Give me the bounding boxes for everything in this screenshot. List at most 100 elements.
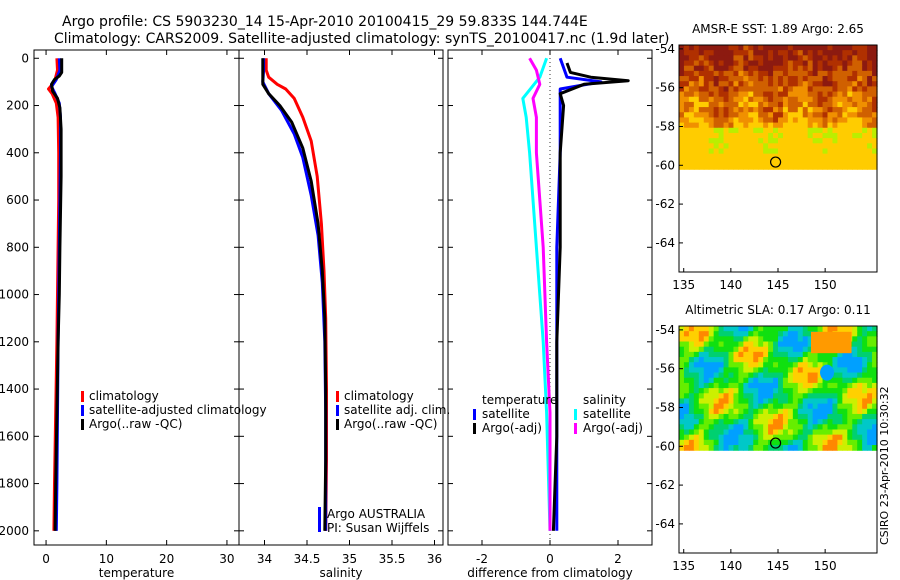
sla_map-cell xyxy=(713,351,720,358)
sst_map-cell xyxy=(713,65,720,72)
sst_map-cell xyxy=(817,112,824,119)
sla_map-cell xyxy=(713,357,720,363)
sst_map-cell xyxy=(817,91,824,98)
sla_map-cell xyxy=(688,429,695,436)
sla_map-cell xyxy=(748,403,754,410)
sst_map-cell xyxy=(773,107,779,113)
sst_map-cell xyxy=(822,122,829,129)
sst_map-cell xyxy=(872,76,878,82)
sst_map-cell xyxy=(857,127,863,134)
sla_map-cell xyxy=(802,341,809,348)
sst_map-cell xyxy=(758,132,764,139)
sla_map-cell xyxy=(797,419,804,425)
sst_map-cell xyxy=(847,55,853,62)
sst_map-cell xyxy=(723,101,730,108)
sst_map-cell xyxy=(857,91,863,98)
sla_map-cell xyxy=(792,336,799,343)
sst_map-cell xyxy=(847,148,853,155)
sst_map-cell xyxy=(822,81,829,87)
sst_map-cell xyxy=(708,96,715,103)
sla_map-cell xyxy=(693,357,700,363)
sla_map-cell xyxy=(787,403,794,410)
sla_map-cell xyxy=(857,403,863,410)
sst_map-cell xyxy=(797,112,804,119)
sst_map-cell xyxy=(812,148,819,155)
sla_map-cell xyxy=(733,398,739,405)
sst_map-cell xyxy=(753,143,759,150)
sla_map-cell xyxy=(812,357,819,363)
salinity-series-argo-raw-qc- xyxy=(261,58,328,531)
sst_map-cell xyxy=(862,55,868,62)
sst_map-cell xyxy=(837,70,843,77)
sla_map-cell xyxy=(703,388,710,394)
sla_map-cell xyxy=(847,398,853,405)
sla_map-cell xyxy=(728,382,735,389)
sla_map-cell xyxy=(842,372,848,379)
sla_map-cell xyxy=(862,445,868,451)
sst_map-cell xyxy=(812,107,819,113)
sst_map-cell xyxy=(733,70,739,77)
sst_map-cell xyxy=(733,143,739,150)
sla_map-cell xyxy=(842,393,848,400)
sst_map-cell xyxy=(832,148,838,155)
sst_map-cell xyxy=(827,65,834,72)
sla_map-cell xyxy=(683,341,690,348)
sla_map-cell xyxy=(693,424,700,431)
sla_map-cell xyxy=(703,403,710,410)
sst_map-cell xyxy=(852,55,858,62)
sst_map-cell xyxy=(713,158,720,165)
sla_map-cell xyxy=(698,377,705,384)
sst_map-cell xyxy=(703,127,710,134)
sla_map-cell xyxy=(867,331,873,337)
sst_map-cell xyxy=(807,107,814,113)
sst_map-cell xyxy=(713,112,720,119)
sla_map-cell xyxy=(708,393,715,400)
sla_map-cell xyxy=(852,408,858,415)
sst_map-cell xyxy=(708,127,715,134)
sst_map-cell xyxy=(797,143,804,150)
sla_map-cell xyxy=(857,398,863,405)
sla_map-cell xyxy=(718,388,725,394)
sla_map-cell xyxy=(758,403,764,410)
sst_map-cell xyxy=(812,96,819,103)
sst_map-cell xyxy=(748,148,754,155)
sst_map-cell xyxy=(778,101,784,108)
sla_map-cell xyxy=(802,424,809,431)
sst_map-cell xyxy=(857,138,863,144)
sst_map-cell xyxy=(679,81,685,87)
sst_map-cell xyxy=(728,164,735,170)
sst_map-cell xyxy=(797,127,804,134)
sla_map-cell xyxy=(748,398,754,405)
sla_map-cell xyxy=(837,424,843,431)
sst_map-cell xyxy=(812,158,819,165)
sst_map-cell xyxy=(787,127,794,134)
sla_map-cell xyxy=(758,439,764,446)
sst_map-cell xyxy=(827,91,834,98)
sla_map-xtick-label: 150 xyxy=(814,559,837,573)
sst_map-cell xyxy=(679,107,685,113)
sla_map-cell xyxy=(733,445,739,451)
sla_map-cell xyxy=(708,388,715,394)
sst_map-cell xyxy=(768,148,774,155)
sla_map-cell xyxy=(768,372,774,379)
sst_map-cell xyxy=(748,117,754,124)
sst_map-cell xyxy=(703,112,710,119)
sla_map-cell xyxy=(758,341,764,348)
sst_map-cell xyxy=(773,96,779,103)
sst_map-cell xyxy=(679,127,685,134)
sst_map-cell xyxy=(812,55,819,62)
sst_map-cell xyxy=(738,107,744,113)
sla_map-cell xyxy=(703,393,710,400)
sst_map-cell xyxy=(753,112,759,119)
sst_map-cell xyxy=(807,91,814,98)
sst_map-cell xyxy=(832,112,838,119)
sst_map-cell xyxy=(718,81,725,87)
sst_map-cell xyxy=(733,81,739,87)
sla_map-cell xyxy=(703,357,710,363)
sst_map-cell xyxy=(718,112,725,119)
sst_map-cell xyxy=(817,101,824,108)
sst_map-cell xyxy=(738,164,744,170)
sst_map-cell xyxy=(792,158,799,165)
sst_map-cell xyxy=(713,132,720,139)
sla_map-cell xyxy=(768,434,774,441)
